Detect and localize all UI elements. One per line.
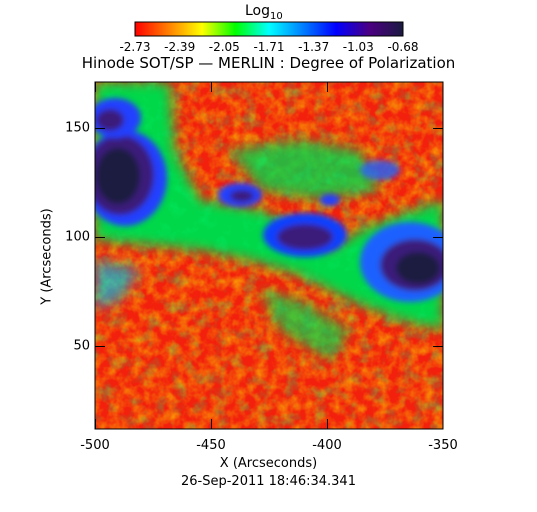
y-tick-label: 50: [73, 338, 90, 354]
observation-timestamp: 26-Sep-2011 18:46:34.341: [181, 474, 356, 489]
colorbar-gradient: [134, 21, 404, 37]
colorbar-tick-label: -2.73: [119, 40, 151, 54]
colorbar-tick-label: -1.71: [253, 40, 285, 54]
y-axis-label: Y (Arcseconds): [39, 208, 55, 305]
colorbar-tick-label: -2.39: [164, 40, 196, 54]
colorbar-tick-label: -1.03: [342, 40, 374, 54]
y-tick-label: 100: [65, 229, 90, 245]
colorbar-tick-label: -2.05: [208, 40, 240, 54]
x-tick-label: -450: [196, 438, 226, 453]
y-tick-label: 150: [65, 120, 90, 136]
polarization-map-image: [95, 82, 443, 429]
x-tick-label: -350: [428, 438, 458, 453]
x-tick-label: -400: [312, 438, 342, 453]
colorbar-title: Log10: [245, 3, 283, 22]
colorbar-tick-label: -1.37: [298, 40, 330, 54]
x-tick-label: -500: [80, 438, 110, 453]
x-axis-label: X (Arcseconds): [219, 456, 318, 471]
colorbar-title-base: Log: [245, 3, 271, 19]
plot-title: Hinode SOT/SP — MERLIN : Degree of Polar…: [81, 54, 456, 72]
plot-axes: [94, 81, 444, 430]
colorbar-title-subscript: 10: [270, 10, 283, 22]
colorbar-tick-label: -0.68: [387, 40, 419, 54]
